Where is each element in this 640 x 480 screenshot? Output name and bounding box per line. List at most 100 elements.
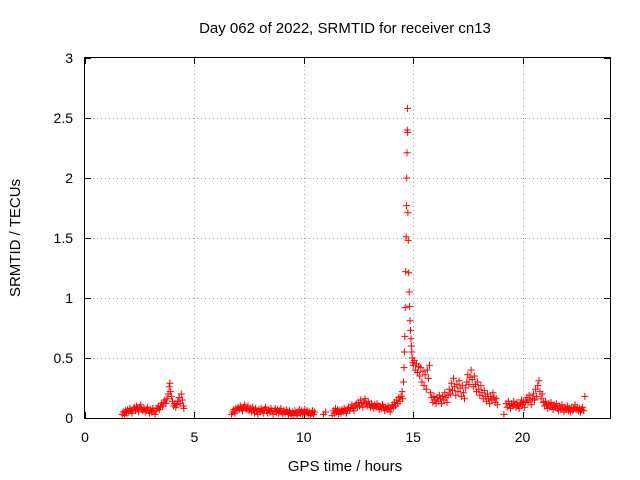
data-point-marker (404, 209, 412, 217)
data-point-marker (475, 385, 483, 393)
data-point-marker (435, 391, 443, 399)
data-point-marker (419, 367, 427, 375)
data-point-marker (406, 317, 414, 325)
data-point-marker (180, 404, 188, 412)
data-point-marker (407, 335, 415, 343)
y-axis-label: SRMTID / TECUs (7, 179, 24, 297)
data-point-marker (406, 302, 414, 310)
data-point-marker (421, 371, 429, 379)
x-axis-label: GPS time / hours (288, 458, 402, 475)
data-point-marker (430, 392, 438, 400)
data-point-marker (401, 332, 409, 340)
data-point-marker (446, 390, 454, 398)
data-point-marker (426, 361, 434, 369)
x-tick-label: 5 (190, 429, 198, 445)
data-point-marker (403, 174, 411, 182)
data-point-marker (348, 401, 356, 409)
y-tick-label: 0 (65, 410, 73, 426)
data-point-marker (459, 389, 467, 397)
data-point-marker (401, 304, 409, 312)
data-point-marker (581, 392, 589, 400)
data-point-marker (407, 326, 414, 334)
data-point-marker (450, 374, 458, 382)
data-point-marker (447, 379, 455, 387)
data-point-marker (400, 378, 407, 386)
data-point-marker (420, 382, 428, 390)
data-point-marker (408, 348, 416, 356)
data-point-marker (416, 372, 424, 380)
data-point-marker (427, 389, 435, 397)
data-point-marker (579, 403, 587, 411)
data-point-marker (405, 269, 413, 277)
data-point-marker (162, 400, 170, 408)
data-point-marker (580, 407, 588, 415)
data-point-marker (166, 388, 174, 396)
data-point-marker (403, 104, 411, 112)
data-point-marker (455, 377, 463, 385)
data-point-marker (167, 392, 175, 400)
data-point-marker (527, 401, 535, 409)
data-point-marker (515, 404, 523, 412)
data-point-marker (400, 348, 408, 356)
data-point-marker (407, 342, 415, 350)
x-tick-label: 0 (81, 429, 89, 445)
data-point-marker (165, 383, 173, 391)
data-point-marker (350, 407, 358, 415)
data-point-marker (492, 395, 500, 403)
points-layer (118, 104, 589, 420)
grid-layer (85, 58, 610, 418)
data-point-marker (532, 385, 540, 393)
data-point-marker (404, 128, 412, 136)
data-point-marker (486, 400, 494, 408)
data-point-marker (399, 395, 407, 403)
data-point-marker (468, 376, 476, 384)
data-point-marker (454, 388, 462, 396)
data-point-marker (241, 401, 249, 409)
data-point-marker (402, 233, 410, 241)
data-point-marker (163, 395, 171, 403)
data-point-marker (418, 378, 426, 386)
data-point-marker (531, 396, 539, 404)
data-point-marker (404, 236, 412, 244)
data-point-marker (151, 410, 159, 418)
data-point-marker (462, 384, 470, 392)
data-point-marker (405, 288, 413, 296)
data-point-marker (422, 385, 430, 393)
data-point-marker (173, 401, 181, 409)
data-point-marker (538, 390, 546, 398)
data-point-marker (513, 398, 521, 406)
data-point-marker (474, 378, 482, 386)
data-point-marker (445, 385, 453, 393)
data-point-marker (403, 149, 411, 157)
data-point-marker (403, 202, 411, 210)
chart-title: Day 062 of 2022, SRMTID for receiver cn1… (199, 20, 491, 37)
data-point-marker (311, 408, 319, 416)
x-tick-label: 15 (405, 429, 421, 445)
y-tick-label: 1.5 (54, 230, 74, 246)
y-tick-label: 2.5 (54, 110, 74, 126)
data-point-marker (489, 389, 497, 397)
data-point-marker (521, 403, 529, 411)
data-point-marker (477, 382, 485, 390)
data-point-marker (470, 372, 478, 380)
data-point-marker (322, 408, 330, 416)
data-point-marker (414, 368, 421, 376)
data-point-marker (533, 392, 541, 400)
y-tick-label: 2 (65, 170, 73, 186)
data-point-marker (417, 364, 425, 372)
y-tick-label: 3 (65, 50, 73, 66)
data-point-marker (178, 396, 186, 404)
data-point-marker (510, 397, 518, 405)
x-tick-label: 10 (296, 429, 312, 445)
data-point-marker (453, 380, 461, 388)
y-tick-label: 1 (65, 290, 73, 306)
data-point-marker (439, 392, 447, 400)
data-point-marker (409, 361, 417, 369)
data-point-marker (443, 398, 451, 406)
data-point-marker (535, 377, 543, 385)
data-point-marker (359, 403, 367, 411)
data-point-marker (398, 388, 406, 396)
data-point-marker (177, 390, 185, 398)
